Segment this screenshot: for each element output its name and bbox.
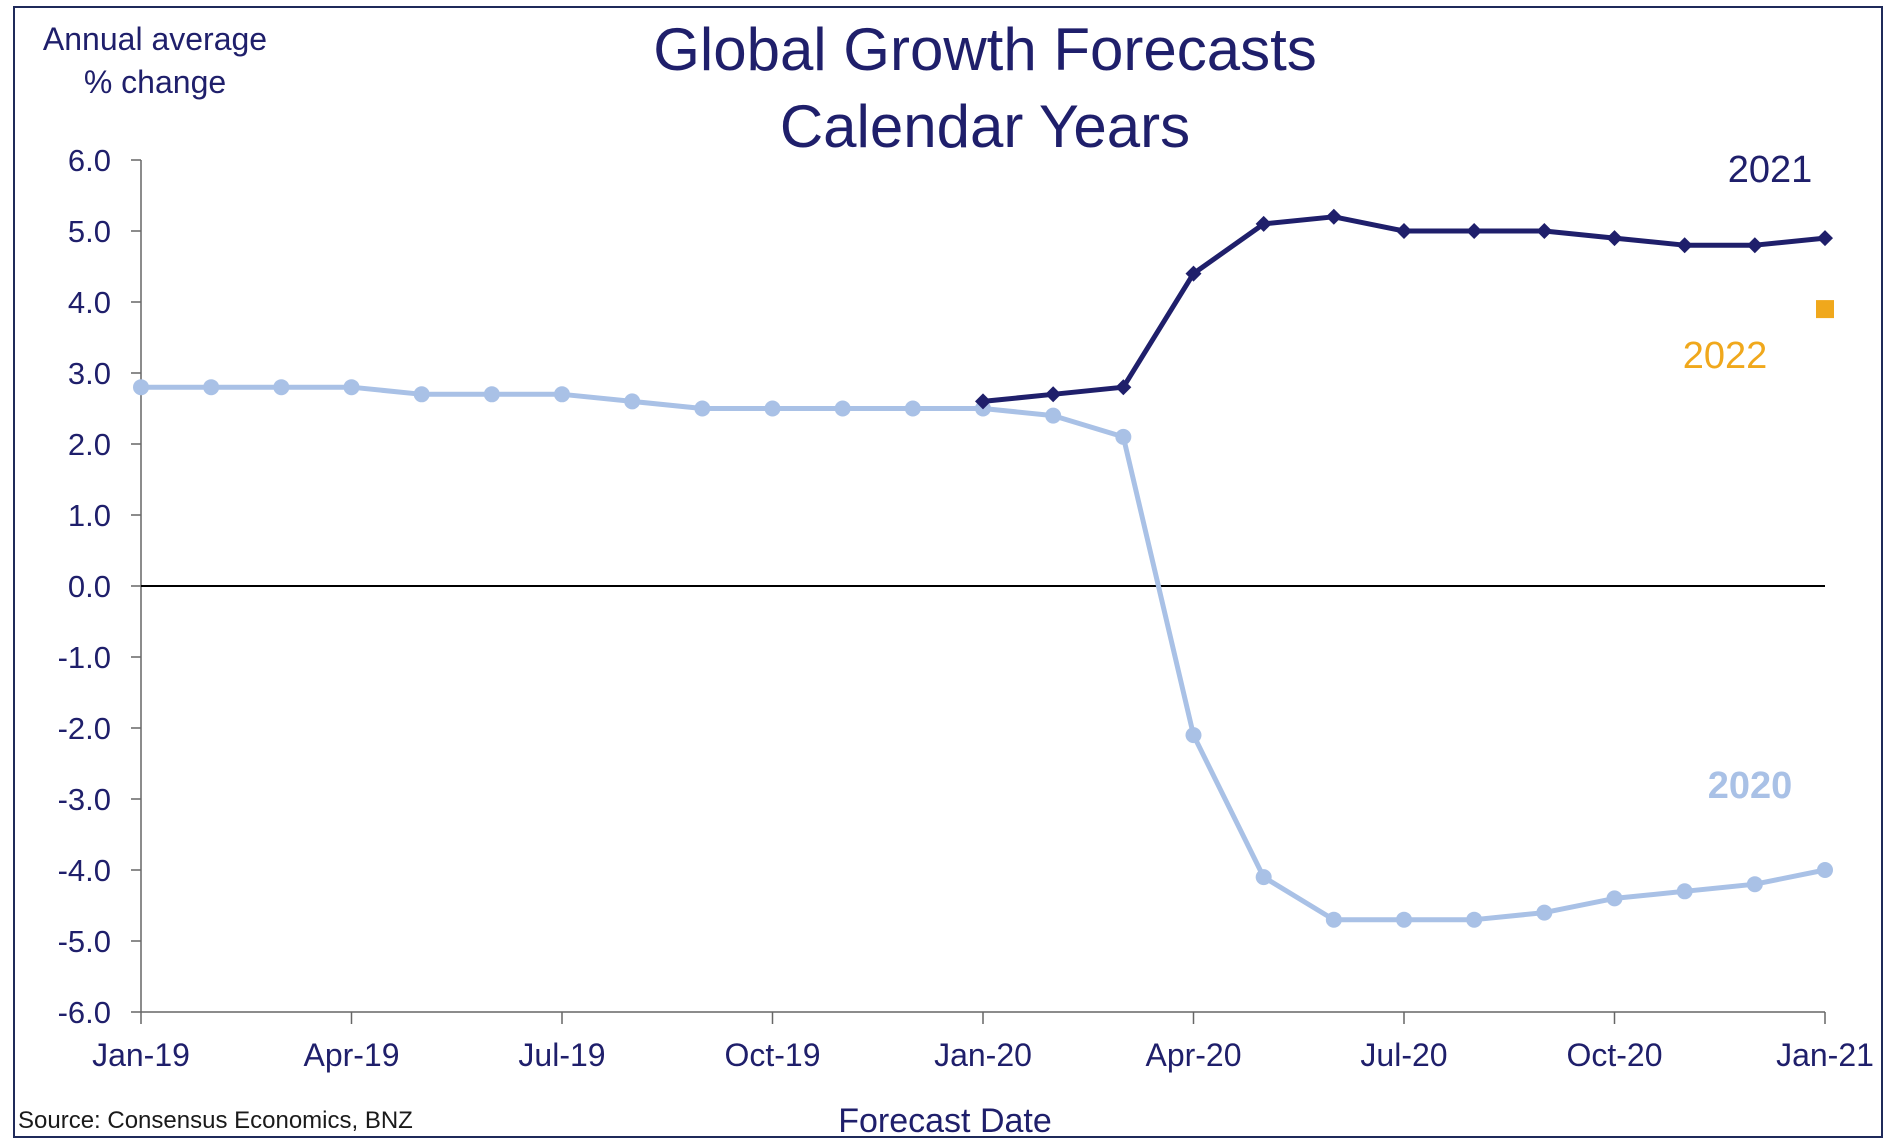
x-tick-label: Jul-20 — [1360, 1037, 1447, 1073]
y-tick-label: -3.0 — [58, 782, 111, 817]
data-point-2020 — [133, 379, 149, 395]
data-point-2021 — [1677, 237, 1693, 253]
data-point-2020 — [1186, 727, 1202, 743]
x-tick-label: Jul-19 — [518, 1037, 605, 1073]
data-point-2020 — [484, 386, 500, 402]
data-point-2020 — [1466, 912, 1482, 928]
data-point-2020 — [1396, 912, 1412, 928]
y-tick-label: -4.0 — [58, 853, 111, 888]
x-tick-label: Apr-19 — [303, 1037, 399, 1073]
data-point-2021 — [1536, 223, 1552, 239]
data-point-2020 — [624, 393, 640, 409]
data-point-2021 — [1466, 223, 1482, 239]
data-point-2020 — [1256, 869, 1272, 885]
y-tick-label: 6.0 — [68, 143, 111, 178]
x-tick-label: Jan-21 — [1776, 1037, 1874, 1073]
data-point-2020 — [1536, 905, 1552, 921]
y-tick-label: 2.0 — [68, 427, 111, 462]
series-line-2020 — [141, 387, 1825, 920]
y-tick-label: -2.0 — [58, 711, 111, 746]
data-point-2021 — [1326, 209, 1342, 225]
data-point-2020 — [1747, 876, 1763, 892]
y-tick-label: 1.0 — [68, 498, 111, 533]
data-point-2020 — [414, 386, 430, 402]
data-point-2022 — [1816, 300, 1834, 318]
y-tick-label: 4.0 — [68, 285, 111, 320]
data-point-2020 — [905, 401, 921, 417]
x-tick-label: Oct-19 — [724, 1037, 820, 1073]
y-tick-label: -1.0 — [58, 640, 111, 675]
data-point-2020 — [203, 379, 219, 395]
source-note: Source: Consensus Economics, BNZ — [18, 1107, 413, 1134]
series-label-2021: 2021 — [1728, 149, 1813, 191]
y-tick-label: 0.0 — [68, 569, 111, 604]
data-point-2020 — [554, 386, 570, 402]
data-point-2020 — [1817, 862, 1833, 878]
x-tick-label: Oct-20 — [1566, 1037, 1662, 1073]
data-point-2020 — [1115, 429, 1131, 445]
data-point-2020 — [1326, 912, 1342, 928]
data-point-2021 — [1817, 230, 1833, 246]
y-axis-label-line-1: Annual average — [43, 21, 267, 57]
data-point-2021 — [1045, 386, 1061, 402]
data-point-2020 — [835, 401, 851, 417]
data-point-2020 — [1045, 408, 1061, 424]
y-tick-label: 5.0 — [68, 214, 111, 249]
x-tick-label: Apr-20 — [1145, 1037, 1241, 1073]
x-axis-label: Forecast Date — [838, 1102, 1052, 1140]
y-tick-label: 3.0 — [68, 356, 111, 391]
data-point-2020 — [344, 379, 360, 395]
data-point-2021 — [1396, 223, 1412, 239]
chart-subtitle: Calendar Years — [780, 93, 1190, 160]
data-point-2020 — [1607, 890, 1623, 906]
data-point-2021 — [1607, 230, 1623, 246]
y-tick-label: -5.0 — [58, 924, 111, 959]
x-tick-label: Jan-20 — [934, 1037, 1032, 1073]
x-tick-label: Jan-19 — [92, 1037, 190, 1073]
series-label-2022: 2022 — [1683, 335, 1768, 377]
chart-title: Global Growth Forecasts — [653, 16, 1317, 83]
data-point-2020 — [694, 401, 710, 417]
data-point-2020 — [1677, 883, 1693, 899]
series-label-2020: 2020 — [1708, 765, 1793, 807]
data-point-2020 — [273, 379, 289, 395]
data-point-2021 — [1747, 237, 1763, 253]
y-tick-label: -6.0 — [58, 995, 111, 1030]
y-axis-label-line-2: % change — [84, 64, 226, 100]
data-point-2020 — [765, 401, 781, 417]
